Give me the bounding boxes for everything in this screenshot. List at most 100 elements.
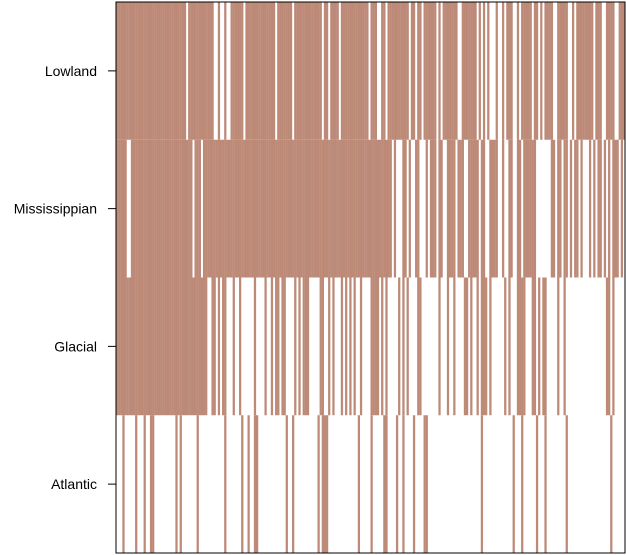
heatmap-cell	[359, 139, 363, 278]
heatmap-cell	[164, 139, 168, 278]
heatmap-cell	[330, 2, 333, 140]
heatmap-cell	[325, 415, 329, 553]
heatmap-cell	[241, 415, 244, 553]
heatmap-cell	[472, 2, 475, 140]
heatmap-cell	[595, 2, 598, 140]
heatmap-cell	[302, 2, 305, 140]
heatmap-cell	[152, 2, 155, 140]
heatmap-cell	[366, 2, 369, 140]
heatmap-cell	[425, 139, 428, 278]
heatmap-cell	[357, 415, 361, 553]
heatmap-cell	[158, 277, 161, 416]
heatmap-cell	[381, 2, 384, 140]
heatmap-cell	[376, 139, 380, 278]
heatmap-cell	[154, 2, 157, 140]
heatmap-cell	[217, 277, 221, 416]
heatmap-cell	[188, 277, 191, 416]
heatmap-cell	[219, 139, 223, 278]
heatmap-cell	[455, 2, 458, 140]
heatmap-cell	[544, 415, 547, 553]
heatmap-cell	[141, 2, 144, 140]
heatmap-cell	[268, 139, 271, 278]
heatmap-cell	[232, 139, 235, 278]
heatmap-cell	[349, 277, 352, 416]
heatmap-cell	[470, 277, 473, 416]
heatmap-cell	[234, 2, 238, 140]
heatmap-cell	[434, 139, 437, 278]
heatmap-cell	[177, 139, 180, 278]
heatmap-cell	[508, 139, 511, 278]
heatmap-cell	[139, 139, 142, 278]
heatmap-cell	[459, 139, 462, 278]
heatmap-cell	[152, 277, 155, 416]
heatmap-cell	[618, 2, 621, 140]
heatmap-cell	[224, 415, 227, 553]
heatmap-cell	[156, 2, 159, 140]
heatmap-cell	[298, 139, 301, 278]
heatmap-cell	[446, 2, 450, 140]
heatmap-cell	[200, 2, 204, 140]
heatmap-cell	[179, 415, 182, 553]
heatmap-cell	[593, 139, 596, 278]
heatmap-cell	[317, 139, 320, 278]
heatmap-cell	[120, 139, 123, 278]
heatmap-cell	[608, 277, 611, 416]
heatmap-cell	[211, 277, 214, 416]
heatmap-cell	[391, 2, 394, 140]
heatmap-cell	[251, 2, 254, 140]
heatmap-cell	[495, 139, 498, 278]
heatmap-cell	[368, 139, 371, 278]
heatmap-cell	[294, 2, 297, 140]
heatmap-cell	[412, 415, 416, 553]
heatmap-cell	[306, 2, 310, 140]
heatmap-cell	[128, 2, 131, 140]
heatmap-cell	[474, 2, 477, 140]
heatmap-cell	[378, 139, 382, 278]
heatmap-cell	[319, 277, 322, 416]
heatmap-cell	[287, 2, 291, 140]
heatmap-cell	[563, 139, 566, 278]
heatmap-cell	[372, 2, 375, 140]
heatmap-cell	[249, 139, 252, 278]
heatmap-cell	[292, 139, 295, 278]
heatmap-cell	[272, 2, 276, 140]
heatmap-cell	[434, 2, 437, 140]
heatmap-cell	[559, 139, 562, 278]
heatmap-cell	[169, 277, 172, 416]
heatmap-cell	[345, 139, 348, 278]
heatmap-cell	[164, 277, 168, 416]
heatmap-cell	[610, 2, 613, 140]
heatmap-cell	[336, 139, 339, 278]
heatmap-cell	[205, 139, 208, 278]
heatmap-cell	[480, 415, 484, 553]
heatmap-cell	[340, 139, 344, 278]
heatmap-cell	[175, 2, 178, 140]
heatmap-cell	[270, 277, 274, 416]
heatmap-cell	[183, 2, 187, 140]
heatmap-cell	[247, 139, 250, 278]
heatmap-cell	[130, 277, 134, 416]
heatmap-cell	[476, 139, 479, 278]
heatmap-cell	[370, 139, 373, 278]
heatmap-cell	[383, 415, 386, 553]
heatmap-cell	[612, 2, 615, 140]
heatmap-cell	[417, 139, 420, 278]
heatmap-cell	[255, 2, 259, 140]
heatmap-cell	[533, 2, 537, 140]
heatmap-cell	[236, 2, 240, 140]
heatmap-cell	[300, 2, 303, 140]
heatmap-cell	[383, 2, 386, 140]
heatmap-cell	[283, 2, 286, 140]
heatmap-cell	[485, 277, 488, 416]
heatmap-cell	[357, 2, 361, 140]
heatmap-cell	[175, 139, 178, 278]
heatmap-cell	[468, 2, 471, 140]
heatmap-cell	[317, 2, 320, 140]
heatmap-cell	[370, 277, 373, 416]
heatmap-cell	[353, 277, 356, 416]
heatmap-cell	[241, 139, 244, 278]
heatmap-cell	[332, 139, 335, 278]
heatmap-cell	[404, 2, 407, 140]
heatmap-cell	[366, 139, 369, 278]
heatmap-cell	[446, 139, 450, 278]
